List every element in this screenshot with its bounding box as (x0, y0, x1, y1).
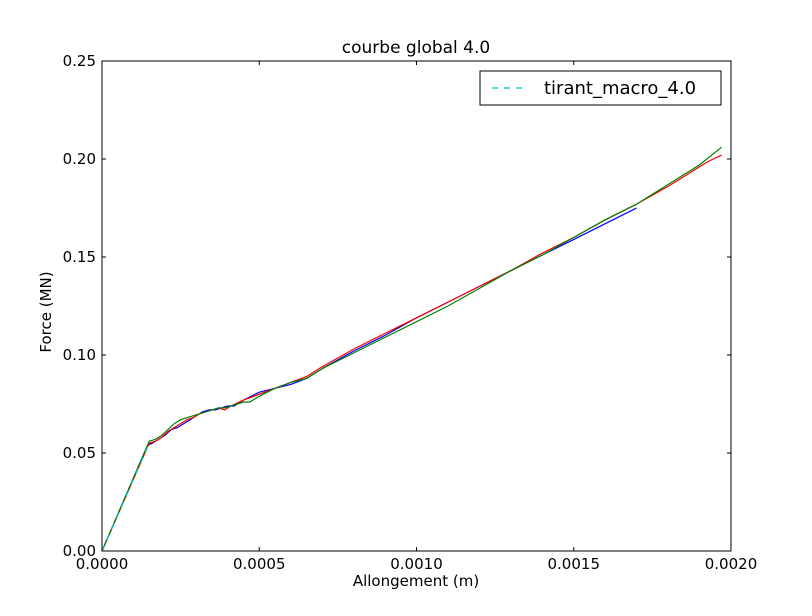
x-tick-label: 0.0000 (76, 555, 129, 573)
chart-title: courbe global 4.0 (342, 38, 490, 58)
series-group (101, 146, 722, 552)
y-tick-label: 0.10 (63, 346, 96, 364)
y-axis-ticks: 0.00 0.05 0.10 0.15 0.20 0.25 (63, 52, 731, 560)
x-axis-label: Allongement (m) (353, 572, 479, 590)
legend-label: tirant_macro_4.0 (544, 78, 696, 99)
y-tick-label: 0.00 (63, 542, 96, 560)
series-line-4 (101, 442, 150, 552)
y-tick-label: 0.20 (63, 150, 96, 168)
x-tick-label: 0.0005 (233, 555, 286, 573)
x-tick-label: 0.0010 (390, 555, 443, 573)
x-tick-label: 0.0020 (705, 555, 758, 573)
x-axis-ticks: 0.0000 0.0005 0.0010 0.0015 0.0020 (76, 61, 758, 573)
y-tick-label: 0.25 (63, 52, 96, 70)
x-tick-label: 0.0015 (548, 555, 601, 573)
y-axis-label: Force (MN) (37, 271, 55, 352)
y-tick-label: 0.15 (63, 248, 96, 266)
series-line-3 (101, 146, 722, 552)
legend: tirant_macro_4.0 (479, 70, 722, 106)
y-tick-label: 0.05 (63, 444, 96, 462)
